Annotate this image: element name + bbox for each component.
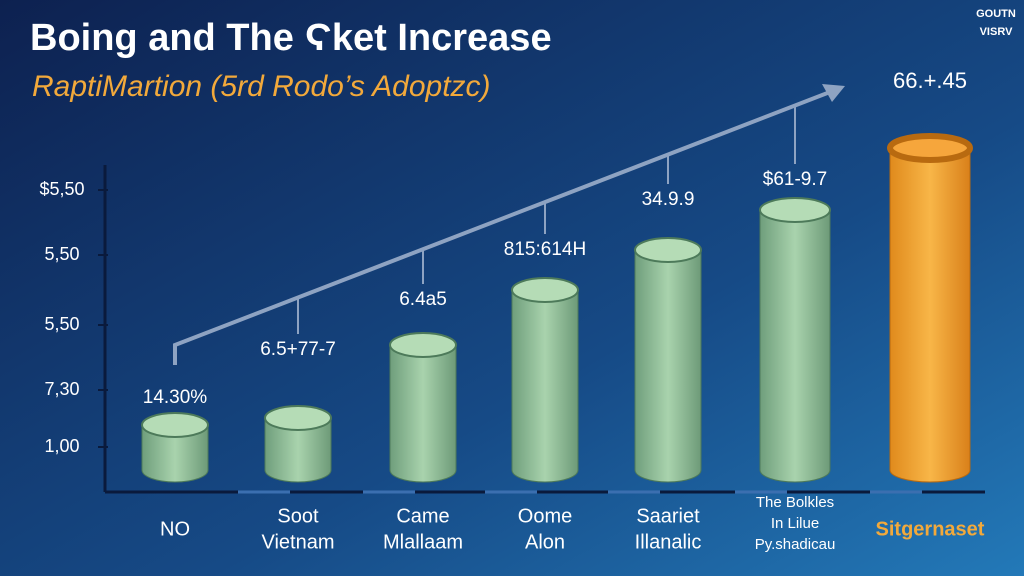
value-label: 34.9.9 (642, 189, 695, 210)
cylinder-top (887, 133, 973, 163)
trend-arrow (173, 90, 831, 365)
cylinder-top (264, 405, 332, 431)
cylinder-top (511, 277, 579, 303)
arrow-head (822, 84, 845, 102)
value-label: 66.+.45 (893, 68, 967, 93)
category-label: NO (160, 518, 190, 540)
cylinder-top (141, 412, 209, 438)
axis-label: $5,50 (39, 179, 84, 199)
logo-line: GOUTN (976, 8, 1016, 20)
axis-label: 7,30 (44, 379, 79, 399)
subtitle: RaptiMartion (5rd Rodo’s Adoptzc) (32, 70, 491, 103)
cylinder (634, 249, 702, 483)
cylinder (264, 417, 332, 483)
category-label: Py.shadicau (755, 536, 836, 553)
category-label: In Lilue (771, 515, 819, 532)
value-label: 6.5+77-7 (260, 339, 336, 360)
logo-line: VISRV (980, 26, 1013, 38)
value-label: 6.4a5 (399, 289, 447, 310)
cylinder-top (389, 332, 457, 358)
axis-label: 1,00 (44, 436, 79, 456)
category-label: Alon (525, 531, 565, 553)
category-label: Sitgernaset (876, 518, 985, 540)
axis-label: 5,50 (44, 244, 79, 264)
category-label: Mlallaam (383, 531, 463, 553)
cylinder (759, 209, 831, 483)
cylinder-top (634, 237, 702, 263)
cylinder-top (759, 197, 831, 223)
cylinder (889, 147, 971, 483)
value-label: $61-9.7 (763, 169, 827, 190)
category-label: Came (396, 505, 449, 527)
cylinder (141, 424, 209, 483)
title: Boing and The Ϛket Increase (30, 17, 552, 59)
value-label: 815:614H (504, 239, 586, 260)
axis-label: 5,50 (44, 314, 79, 334)
cylinder (511, 289, 579, 483)
category-label: Soot (277, 505, 319, 527)
value-label: 14.30% (143, 387, 208, 408)
category-label: Saariet (636, 505, 700, 527)
category-label: The Bolkles (756, 494, 834, 511)
category-label: Vietnam (261, 531, 334, 553)
category-label: Illanalic (635, 531, 702, 553)
cylinder (389, 344, 457, 483)
category-label: Oome (518, 505, 572, 527)
